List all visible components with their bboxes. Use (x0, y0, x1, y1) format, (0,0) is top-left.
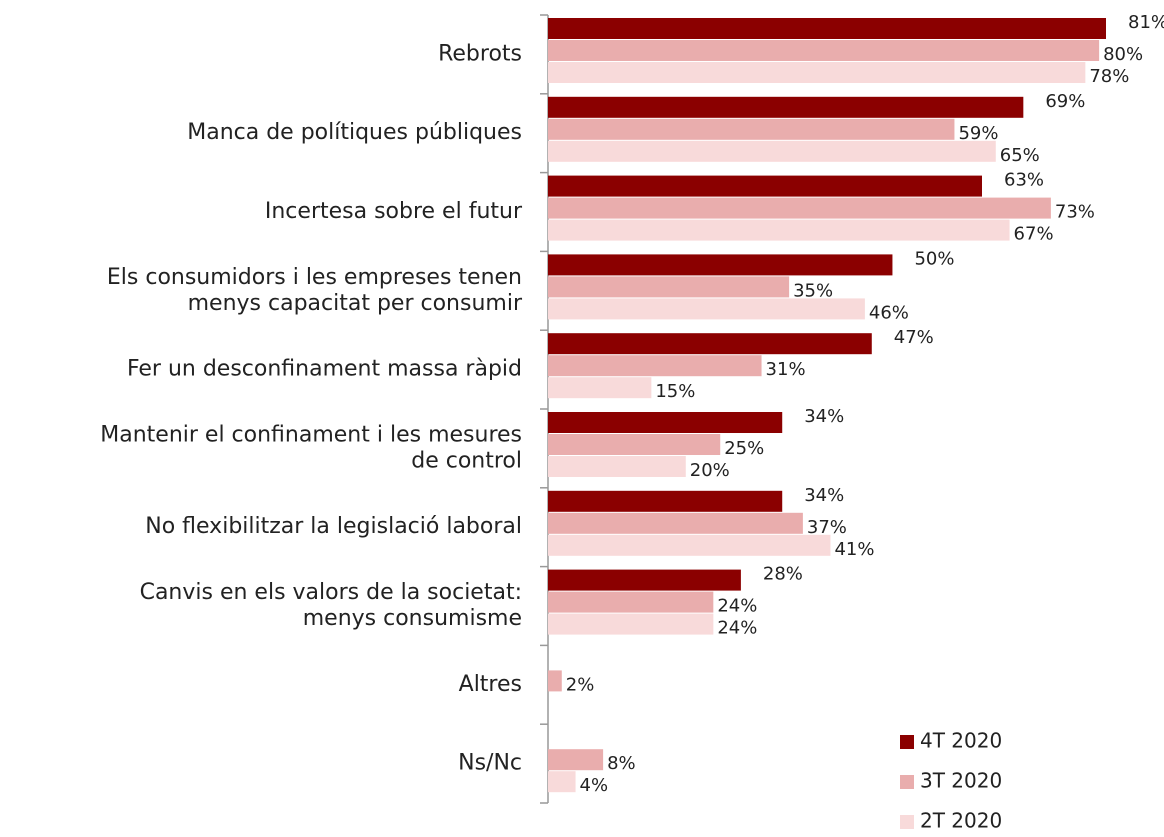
bar (548, 219, 1010, 241)
bar (548, 771, 576, 793)
bar (548, 377, 652, 399)
value-label: 34% (804, 406, 844, 427)
legend-label: 4T 2020 (920, 729, 1002, 753)
value-label: 46% (869, 302, 909, 323)
bar (548, 456, 686, 477)
value-label: 34% (804, 485, 844, 506)
value-label: 63% (1004, 170, 1044, 191)
value-label: 78% (1089, 66, 1129, 87)
value-label: 28% (763, 564, 803, 585)
bar (548, 276, 790, 298)
value-label: 24% (717, 596, 757, 617)
category-label: Canvis en els valors de la societat: meny… (140, 580, 522, 631)
category-label: Rebrots (438, 41, 522, 66)
category-label: No flexibilitzar la legislació laboral (145, 514, 522, 539)
value-label: 2% (566, 674, 595, 695)
legend-swatch (900, 735, 914, 749)
bar (548, 96, 1024, 118)
value-label: 24% (717, 618, 757, 639)
value-label: 8% (607, 753, 636, 774)
category-label: Fer un desconfinament massa ràpid (127, 357, 522, 382)
bar (548, 749, 604, 771)
value-label: 50% (914, 248, 954, 269)
category-label: Altres (459, 672, 522, 697)
legend-label: 3T 2020 (920, 769, 1002, 793)
bar (548, 591, 714, 613)
value-label: 15% (655, 381, 695, 402)
value-label: 37% (807, 517, 847, 538)
bar (548, 18, 1106, 39)
value-label: 67% (1014, 224, 1054, 245)
value-label: 69% (1045, 91, 1085, 112)
bar (548, 140, 996, 162)
value-label: 25% (724, 438, 764, 459)
category-label: Els consumidors i les empreses tenen meny… (107, 265, 523, 316)
bar (548, 254, 893, 276)
value-label: 73% (1055, 202, 1095, 223)
bar (548, 333, 872, 355)
value-label: 41% (834, 539, 874, 560)
bar (548, 613, 714, 635)
category-label: Manca de polítiques públiques (187, 120, 522, 145)
category-label: Incertesa sobre el futur (265, 199, 523, 224)
category-label: Mantenir el confinament i les mesures de … (100, 422, 522, 473)
value-label: 20% (690, 460, 730, 481)
bar (548, 512, 803, 534)
bar (548, 118, 955, 140)
value-label: 81% (1128, 12, 1164, 33)
bar (548, 569, 741, 591)
legend-label: 2T 2020 (920, 809, 1002, 833)
category-label: Ns/Nc (458, 751, 522, 776)
bar (548, 355, 762, 377)
legend-swatch (900, 775, 914, 789)
value-label: 80% (1103, 44, 1143, 65)
bar (548, 298, 865, 320)
bar (548, 40, 1100, 61)
bar (548, 62, 1086, 83)
bar (548, 670, 562, 692)
bar (548, 534, 831, 556)
value-label: 47% (894, 327, 934, 348)
bar (548, 175, 982, 197)
value-label: 59% (958, 123, 998, 144)
bar (548, 490, 783, 512)
value-label: 4% (580, 775, 609, 796)
bar (548, 434, 721, 455)
value-label: 65% (1000, 145, 1040, 166)
legend-swatch (900, 815, 914, 829)
bar (548, 412, 783, 433)
value-label: 31% (766, 359, 806, 380)
bar (548, 197, 1051, 219)
value-label: 35% (793, 280, 833, 301)
